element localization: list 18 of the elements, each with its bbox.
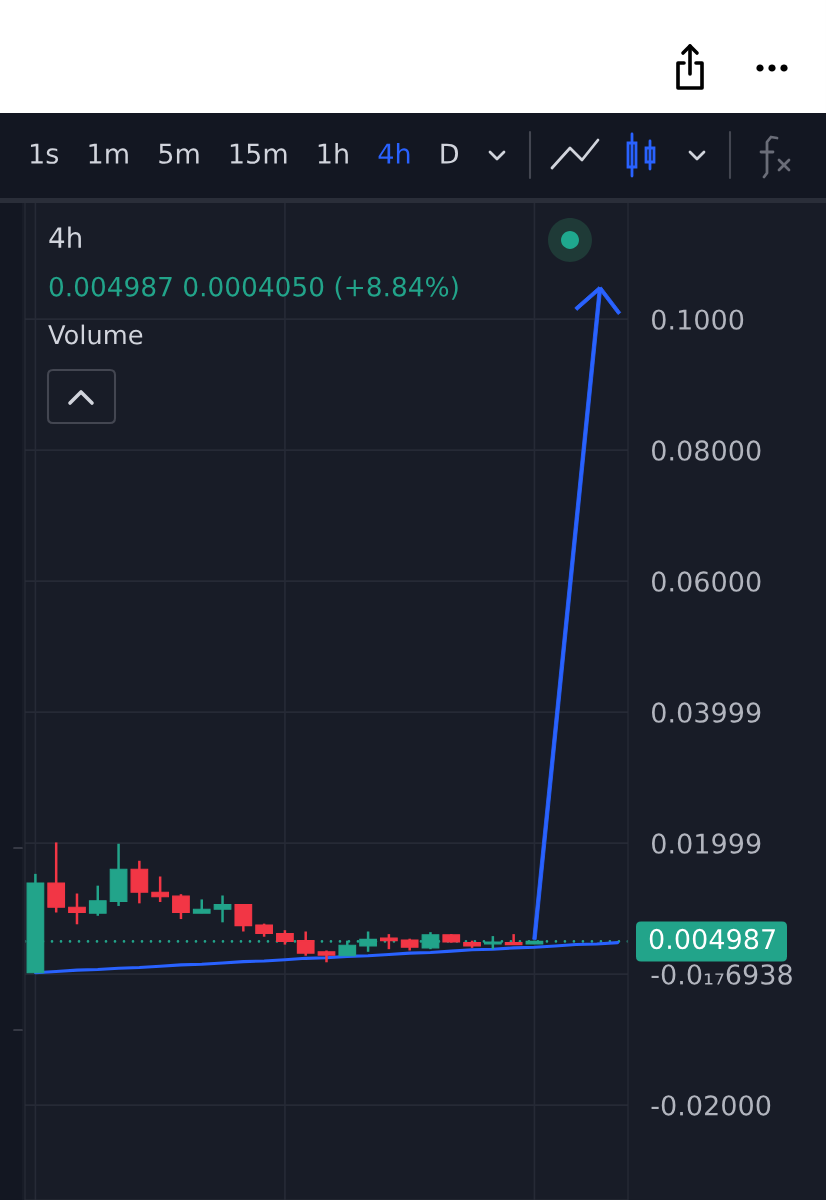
y-tick-label: 0.08000 [652, 440, 761, 461]
text: 4h [378, 142, 410, 164]
y-tick-label: 0.03999 [652, 702, 761, 723]
annotation: Volume [48, 324, 143, 345]
ref-line-label: 0.004987 [649, 928, 775, 950]
text: 1h [318, 142, 348, 164]
y-tick-label: 0.01999 [652, 833, 761, 854]
text: 1m [89, 143, 128, 164]
y-tick-label: 0.1000 [652, 309, 744, 330]
text: 4h [49, 226, 81, 248]
text: D [441, 143, 458, 164]
text: 5m [159, 143, 199, 164]
text: 1s [30, 143, 59, 164]
text: 15m [230, 143, 287, 164]
y-tick-label: 0.06000 [652, 571, 761, 592]
text: 0.004987 0.0004050 (+8.84%) [49, 276, 458, 300]
y-tick-label: -0.02000 [651, 1095, 771, 1116]
y-tick-label: -0.0₁₇6938 [651, 964, 792, 985]
